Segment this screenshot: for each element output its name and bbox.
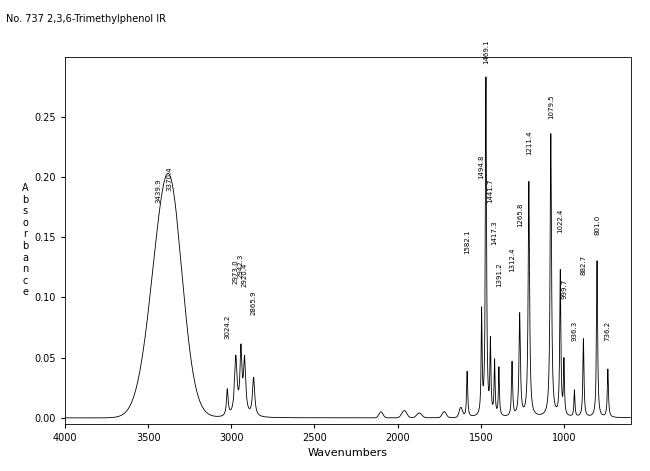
Text: 1441.7: 1441.7 <box>488 179 493 203</box>
Text: 3024.2: 3024.2 <box>224 315 230 339</box>
Text: 1079.5: 1079.5 <box>548 94 554 119</box>
Text: 936.3: 936.3 <box>571 321 578 341</box>
Text: 882.7: 882.7 <box>580 255 586 275</box>
Text: No. 737 2,3,6-Trimethylphenol IR: No. 737 2,3,6-Trimethylphenol IR <box>6 14 166 24</box>
Text: 3370.4: 3370.4 <box>166 166 173 191</box>
Text: 1391.2: 1391.2 <box>496 263 502 287</box>
Y-axis label: A
b
s
o
r
b
a
n
c
e: A b s o r b a n c e <box>22 183 29 297</box>
Text: 801.0: 801.0 <box>594 215 600 236</box>
Text: 1417.3: 1417.3 <box>491 220 497 245</box>
Text: 999.7: 999.7 <box>561 279 567 299</box>
Text: 2865.9: 2865.9 <box>251 291 257 315</box>
Text: 2973.0: 2973.0 <box>233 259 239 284</box>
Text: 1582.1: 1582.1 <box>464 229 470 253</box>
Text: 1211.4: 1211.4 <box>526 130 532 155</box>
Text: 1469.1: 1469.1 <box>483 40 489 65</box>
Text: 1312.4: 1312.4 <box>509 247 515 272</box>
Text: 1265.8: 1265.8 <box>517 203 523 227</box>
Text: 3439.9: 3439.9 <box>155 179 161 203</box>
Text: 736.2: 736.2 <box>605 321 611 341</box>
Text: 2920.4: 2920.4 <box>242 263 248 287</box>
X-axis label: Wavenumbers: Wavenumbers <box>307 448 388 458</box>
Text: 1494.8: 1494.8 <box>478 154 485 179</box>
Text: 2942.3: 2942.3 <box>238 253 244 277</box>
Text: 1022.4: 1022.4 <box>557 209 564 233</box>
